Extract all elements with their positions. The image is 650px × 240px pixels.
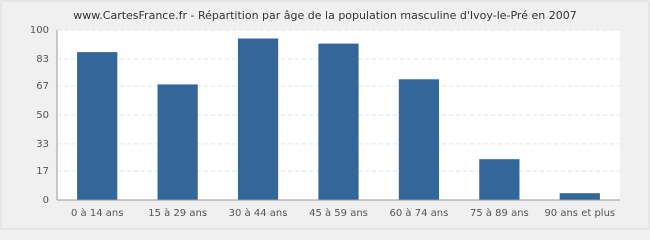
x-tick-label: 45 à 59 ans xyxy=(309,207,368,219)
y-tick-label: 67 xyxy=(36,81,49,92)
y-tick-label: 17 xyxy=(36,166,49,177)
y-tick-label: 83 xyxy=(36,54,49,65)
bar xyxy=(479,159,520,200)
bar xyxy=(157,84,198,200)
y-tick-label: 100 xyxy=(30,25,49,36)
chart-title: www.CartesFrance.fr - Répartition par âg… xyxy=(73,9,576,22)
y-tick-label: 0 xyxy=(43,195,49,206)
x-tick-label: 60 à 74 ans xyxy=(390,207,449,219)
page: www.CartesFrance.fr - Répartition par âg… xyxy=(0,0,650,230)
bar xyxy=(237,38,279,200)
y-tick-label: 50 xyxy=(36,110,49,121)
bar xyxy=(77,52,118,200)
bar xyxy=(318,43,359,200)
x-tick-label: 90 ans et plus xyxy=(544,208,615,219)
chart: www.CartesFrance.fr - Répartition par âg… xyxy=(0,0,650,230)
y-tick-label: 33 xyxy=(36,139,49,150)
x-tick-label: 15 à 29 ans xyxy=(148,207,207,219)
x-tick-label: 75 à 89 ans xyxy=(470,207,529,219)
x-tick-label: 0 à 14 ans xyxy=(71,207,123,219)
bar xyxy=(398,79,440,200)
x-tick-label: 30 à 44 ans xyxy=(229,207,288,219)
bar xyxy=(559,193,600,200)
